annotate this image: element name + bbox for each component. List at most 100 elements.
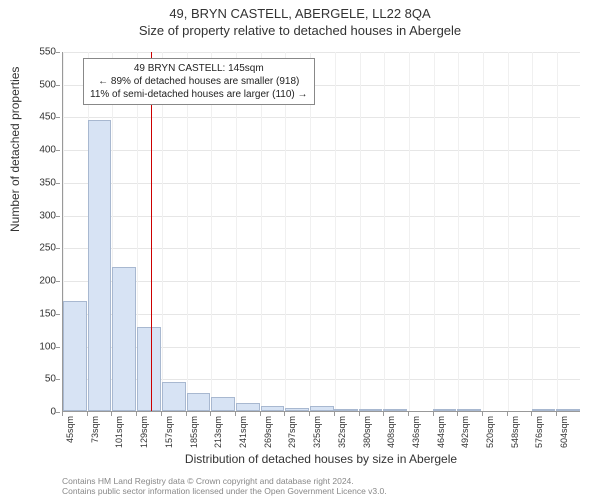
y-tick-label: 500 bbox=[39, 79, 56, 90]
x-tick-mark bbox=[260, 412, 261, 416]
histogram-bar bbox=[261, 406, 285, 411]
y-tick-mark bbox=[56, 314, 60, 315]
gridline-v bbox=[384, 52, 385, 411]
x-tick-mark bbox=[309, 412, 310, 416]
x-tick-label: 352sqm bbox=[337, 416, 347, 448]
y-tick-mark bbox=[56, 412, 60, 413]
x-tick-mark bbox=[334, 412, 335, 416]
x-axis: Distribution of detached houses by size … bbox=[62, 412, 580, 462]
gridline-v bbox=[310, 52, 311, 411]
x-tick-mark bbox=[284, 412, 285, 416]
gridline-v bbox=[434, 52, 435, 411]
x-tick-label: 436sqm bbox=[411, 416, 421, 448]
marker-line bbox=[151, 52, 152, 411]
x-tick-label: 464sqm bbox=[436, 416, 446, 448]
x-tick-mark bbox=[408, 412, 409, 416]
gridline-v bbox=[360, 52, 361, 411]
x-tick-label: 241sqm bbox=[238, 416, 248, 448]
annotation-line: ← 89% of detached houses are smaller (91… bbox=[90, 75, 308, 88]
histogram-bar bbox=[211, 397, 235, 411]
gridline-h bbox=[63, 248, 580, 249]
y-tick-label: 50 bbox=[45, 374, 56, 385]
annotation-line: 11% of semi-detached houses are larger (… bbox=[90, 88, 308, 101]
gridline-v bbox=[236, 52, 237, 411]
x-tick-label: 520sqm bbox=[485, 416, 495, 448]
x-tick-mark bbox=[136, 412, 137, 416]
y-tick-mark bbox=[56, 281, 60, 282]
y-tick-label: 100 bbox=[39, 341, 56, 352]
x-tick-label: 157sqm bbox=[164, 416, 174, 448]
y-tick-label: 450 bbox=[39, 112, 56, 123]
x-tick-mark bbox=[556, 412, 557, 416]
histogram-bar bbox=[187, 393, 211, 411]
gridline-v bbox=[162, 52, 163, 411]
y-tick-mark bbox=[56, 347, 60, 348]
y-tick-mark bbox=[56, 216, 60, 217]
y-tick-mark bbox=[56, 85, 60, 86]
y-tick-label: 150 bbox=[39, 308, 56, 319]
x-tick-mark bbox=[457, 412, 458, 416]
x-tick-label: 380sqm bbox=[362, 416, 372, 448]
histogram-bar bbox=[236, 403, 260, 411]
histogram-bar bbox=[433, 409, 457, 411]
histogram-bar bbox=[285, 408, 309, 411]
gridline-h bbox=[63, 117, 580, 118]
histogram-bar bbox=[162, 382, 186, 411]
y-tick-label: 250 bbox=[39, 243, 56, 254]
x-tick-label: 548sqm bbox=[510, 416, 520, 448]
x-tick-mark bbox=[210, 412, 211, 416]
histogram-bar bbox=[556, 409, 580, 411]
x-tick-mark bbox=[359, 412, 360, 416]
x-tick-label: 297sqm bbox=[287, 416, 297, 448]
gridline-v bbox=[483, 52, 484, 411]
y-tick-mark bbox=[56, 117, 60, 118]
plot: 49 BRYN CASTELL: 145sqm← 89% of detached… bbox=[62, 52, 580, 412]
gridline-h bbox=[63, 216, 580, 217]
gridline-v bbox=[458, 52, 459, 411]
x-tick-mark bbox=[482, 412, 483, 416]
y-tick-mark bbox=[56, 379, 60, 380]
histogram-bar bbox=[88, 120, 112, 411]
x-tick-label: 576sqm bbox=[534, 416, 544, 448]
x-tick-mark bbox=[186, 412, 187, 416]
x-tick-mark bbox=[161, 412, 162, 416]
page-title: 49, BRYN CASTELL, ABERGELE, LL22 8QA bbox=[0, 0, 600, 21]
y-tick-mark bbox=[56, 52, 60, 53]
gridline-v bbox=[211, 52, 212, 411]
gridline-h bbox=[63, 183, 580, 184]
x-tick-mark bbox=[87, 412, 88, 416]
x-tick-label: 73sqm bbox=[90, 416, 100, 443]
x-tick-label: 408sqm bbox=[386, 416, 396, 448]
x-tick-label: 213sqm bbox=[213, 416, 223, 448]
x-tick-label: 101sqm bbox=[114, 416, 124, 448]
footer-line-2: Contains public sector information licen… bbox=[62, 486, 590, 496]
histogram-bar bbox=[63, 301, 87, 411]
y-tick-mark bbox=[56, 150, 60, 151]
y-tick-label: 300 bbox=[39, 210, 56, 221]
x-tick-label: 604sqm bbox=[559, 416, 569, 448]
plot-area: 49 BRYN CASTELL: 145sqm← 89% of detached… bbox=[62, 52, 580, 412]
y-tick-label: 550 bbox=[39, 47, 56, 58]
gridline-v bbox=[187, 52, 188, 411]
gridline-v bbox=[557, 52, 558, 411]
y-tick-mark bbox=[56, 248, 60, 249]
y-tick-label: 350 bbox=[39, 177, 56, 188]
gridline-v bbox=[261, 52, 262, 411]
x-tick-label: 185sqm bbox=[189, 416, 199, 448]
histogram-bar bbox=[334, 409, 358, 411]
gridline-v bbox=[508, 52, 509, 411]
gridline-v bbox=[532, 52, 533, 411]
y-tick-mark bbox=[56, 183, 60, 184]
x-tick-label: 129sqm bbox=[139, 416, 149, 448]
y-tick-label: 200 bbox=[39, 276, 56, 287]
gridline-v bbox=[409, 52, 410, 411]
x-tick-mark bbox=[433, 412, 434, 416]
footer: Contains HM Land Registry data © Crown c… bbox=[62, 476, 590, 496]
x-axis-label: Distribution of detached houses by size … bbox=[62, 452, 580, 466]
x-tick-mark bbox=[531, 412, 532, 416]
histogram-bar bbox=[359, 409, 383, 411]
histogram-bar bbox=[532, 409, 556, 411]
gridline-h bbox=[63, 150, 580, 151]
footer-line-1: Contains HM Land Registry data © Crown c… bbox=[62, 476, 590, 486]
gridline-v bbox=[285, 52, 286, 411]
